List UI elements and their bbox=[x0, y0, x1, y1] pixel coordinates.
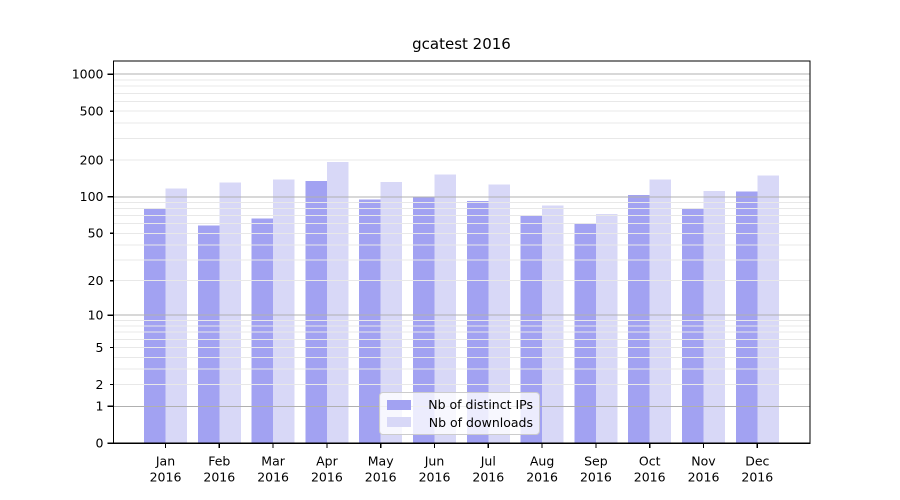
bar-downloads-oct bbox=[649, 179, 672, 444]
x-tick-label-month: Nov bbox=[691, 454, 716, 469]
x-tick-label-year: 2016 bbox=[203, 470, 235, 485]
y-tick-label: 50 bbox=[88, 226, 104, 241]
x-tick-label-month: Jul bbox=[480, 454, 496, 469]
y-tick-label: 100 bbox=[80, 189, 104, 204]
y-tick-label: 2 bbox=[96, 377, 104, 392]
x-tick-label-year: 2016 bbox=[688, 470, 720, 485]
legend-label-distinct-ips: Nb of distinct IPs bbox=[428, 397, 533, 413]
bar-downloads-feb bbox=[219, 182, 241, 444]
bar-downloads-sep bbox=[595, 214, 618, 444]
x-tick-label-year: 2016 bbox=[741, 470, 773, 485]
bar-downloads-may bbox=[380, 182, 403, 444]
bar-downloads-mar bbox=[273, 179, 295, 444]
bar-distinct-ips-sep bbox=[574, 222, 596, 444]
bar-distinct-ips-feb bbox=[197, 225, 220, 444]
x-tick-label-year: 2016 bbox=[634, 470, 666, 485]
x-tick-label-year: 2016 bbox=[150, 470, 182, 485]
bar-distinct-ips-apr bbox=[305, 180, 327, 444]
bar-downloads-jun bbox=[434, 174, 456, 444]
plot-frame bbox=[112, 60, 811, 444]
bar-downloads-jul bbox=[488, 184, 510, 444]
y-tick-label: 0 bbox=[96, 436, 104, 451]
legend: Nb of distinct IPs Nb of downloads bbox=[379, 392, 540, 435]
legend-item-downloads: Nb of downloads bbox=[387, 414, 533, 430]
y-tick-label: 20 bbox=[88, 273, 104, 288]
y-tick-label: 500 bbox=[80, 104, 104, 119]
bar-downloads-jan bbox=[165, 188, 187, 444]
bar-distinct-ips-dec bbox=[735, 191, 758, 444]
x-tick-label-month: Sep bbox=[584, 454, 608, 469]
bar-distinct-ips-oct bbox=[628, 195, 650, 444]
chart-title: gcatest 2016 bbox=[412, 35, 511, 53]
bar-downloads-apr bbox=[326, 161, 349, 444]
bar-distinct-ips-may bbox=[359, 199, 381, 444]
bar-downloads-nov bbox=[703, 191, 725, 444]
y-tick-label: 10 bbox=[88, 308, 104, 323]
x-tick-label-month: Jun bbox=[424, 454, 445, 469]
y-tick-label: 1 bbox=[96, 399, 104, 414]
bar-distinct-ips-mar bbox=[251, 218, 274, 444]
legend-label-downloads: Nb of downloads bbox=[428, 414, 533, 430]
x-tick-label-month: Dec bbox=[745, 454, 769, 469]
x-tick-label-month: Jan bbox=[155, 454, 175, 469]
x-tick-label-year: 2016 bbox=[526, 470, 558, 485]
x-tick-label-year: 2016 bbox=[257, 470, 289, 485]
y-tick-label: 1000 bbox=[72, 67, 104, 82]
x-tick-label-month: Feb bbox=[208, 454, 230, 469]
bar-downloads-dec bbox=[757, 175, 779, 444]
x-tick-label-year: 2016 bbox=[365, 470, 397, 485]
bar-distinct-ips-jul bbox=[466, 201, 489, 444]
y-tick-label: 200 bbox=[80, 152, 104, 167]
x-tick-label-year: 2016 bbox=[472, 470, 504, 485]
legend-swatch-downloads bbox=[387, 417, 411, 428]
x-tick-label-year: 2016 bbox=[311, 470, 343, 485]
y-tick-label: 5 bbox=[96, 340, 104, 355]
x-tick-label-month: Mar bbox=[261, 454, 285, 469]
x-tick-label-month: May bbox=[368, 454, 394, 469]
legend-item-distinct-ips: Nb of distinct IPs bbox=[387, 397, 533, 413]
x-tick-label-year: 2016 bbox=[419, 470, 451, 485]
x-tick-label-month: Oct bbox=[639, 454, 661, 469]
bar-distinct-ips-aug bbox=[520, 215, 543, 444]
bar-downloads-aug bbox=[542, 205, 564, 444]
x-tick-label-month: Aug bbox=[530, 454, 554, 469]
x-tick-label-month: Apr bbox=[316, 454, 338, 469]
legend-swatch-distinct-ips bbox=[387, 399, 411, 410]
x-tick-label-year: 2016 bbox=[580, 470, 612, 485]
